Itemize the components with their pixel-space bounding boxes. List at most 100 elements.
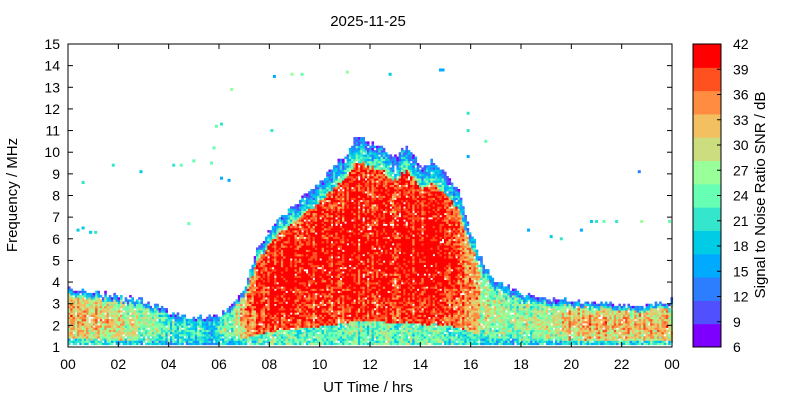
heatmap-cell: [287, 249, 291, 253]
heatmap-cell: [81, 338, 85, 341]
heatmap-cell: [169, 325, 173, 328]
heatmap-cell: [72, 299, 76, 302]
heatmap-cell: [357, 160, 361, 164]
heatmap-cell: [292, 297, 295, 300]
heatmap-cell: [133, 334, 137, 337]
heatmap-cell: [337, 284, 341, 287]
heatmap-cell: [294, 329, 298, 333]
heatmap-cell: [262, 334, 266, 337]
heatmap-cell: [294, 219, 298, 222]
heatmap-cell: [366, 318, 370, 322]
heatmap-cell: [305, 197, 309, 201]
heatmap-cell: [357, 316, 361, 320]
heatmap-cell: [314, 301, 318, 305]
heatmap-cell: [333, 299, 336, 302]
heatmap-cell: [339, 253, 343, 257]
heatmap-cell: [312, 310, 316, 313]
heatmap-cell: [258, 295, 261, 298]
heatmap-cell: [330, 271, 334, 274]
heatmap-cell: [101, 331, 105, 335]
heatmap-cell: [271, 240, 275, 244]
heatmap-cell: [362, 286, 366, 289]
heatmap-cell: [353, 137, 356, 140]
heatmap-cell: [260, 314, 264, 317]
heatmap-cell: [339, 247, 343, 250]
heatmap-cell: [224, 316, 227, 320]
heatmap-cell: [68, 325, 71, 328]
heatmap-cell: [308, 258, 311, 261]
heatmap-cell: [244, 290, 248, 294]
heatmap-cell: [364, 245, 368, 248]
heatmap-cell: [249, 273, 252, 276]
heatmap-cell: [265, 273, 268, 276]
heatmap-cell: [344, 282, 347, 285]
heatmap-cell: [280, 232, 284, 235]
heatmap-cell: [353, 314, 356, 317]
heatmap-cell: [176, 323, 180, 326]
heatmap-cell: [319, 342, 322, 346]
heatmap-cell: [135, 325, 139, 328]
heatmap-cell: [348, 214, 352, 218]
heatmap-cell: [357, 191, 361, 194]
heatmap-cell: [314, 227, 318, 231]
heatmap-cell: [262, 338, 266, 341]
heatmap-cell: [206, 331, 209, 335]
heatmap-cell: [346, 163, 350, 166]
heatmap-cell: [346, 340, 350, 343]
heatmap-cell: [269, 288, 273, 292]
heatmap-cell: [333, 230, 336, 233]
heatmap-cell: [292, 260, 295, 263]
heatmap-cell: [366, 342, 370, 346]
heatmap-cell: [335, 247, 338, 250]
heatmap-cell: [265, 247, 268, 250]
heatmap-cell: [355, 327, 359, 330]
heatmap-cell: [292, 282, 295, 285]
heatmap-cell: [108, 308, 112, 311]
heatmap-cell: [333, 273, 336, 276]
heatmap-cell: [337, 331, 341, 335]
heatmap-cell: [68, 340, 71, 343]
heatmap-cell: [357, 269, 361, 272]
heatmap-cell: [201, 334, 205, 337]
heatmap-cell: [154, 334, 157, 337]
heatmap-cell: [317, 338, 320, 341]
heatmap-cell: [292, 247, 295, 250]
heatmap-cell: [235, 299, 239, 302]
heatmap-cell: [294, 331, 298, 335]
heatmap-cell: [357, 279, 361, 283]
heatmap-cell: [346, 214, 350, 218]
heatmap-cell: [305, 236, 309, 240]
heatmap-cell: [305, 217, 309, 220]
heatmap-cell: [321, 284, 325, 287]
heatmap-cell: [289, 275, 293, 279]
heatmap-cell: [364, 275, 368, 279]
heatmap-cell: [355, 310, 359, 313]
heatmap-cell: [285, 275, 288, 279]
heatmap-cell: [348, 321, 352, 324]
heatmap-cell: [303, 286, 307, 289]
heatmap-cell: [364, 260, 368, 263]
heatmap-cell: [335, 167, 338, 170]
heatmap-cell: [348, 245, 352, 248]
heatmap-cell: [126, 338, 130, 341]
heatmap-cell: [301, 232, 304, 235]
heatmap-cell: [337, 338, 341, 341]
heatmap-cell: [258, 329, 261, 333]
heatmap-cell: [285, 342, 288, 346]
heatmap-cell: [328, 327, 332, 330]
heatmap-cell: [348, 176, 352, 179]
heatmap-cell: [353, 282, 356, 285]
heatmap-cell: [246, 292, 250, 296]
heatmap-cell: [344, 284, 347, 287]
heatmap-cell: [111, 303, 114, 307]
heatmap-cell: [310, 212, 313, 216]
heatmap-cell: [224, 338, 227, 341]
heatmap-cell: [344, 199, 347, 203]
heatmap-cell: [129, 299, 132, 302]
heatmap-cell: [348, 236, 352, 240]
heatmap-cell: [333, 297, 336, 300]
heatmap-cell: [314, 308, 318, 311]
heatmap-cell: [70, 318, 73, 322]
heatmap-cell: [274, 247, 277, 250]
heatmap-cell: [208, 316, 211, 320]
